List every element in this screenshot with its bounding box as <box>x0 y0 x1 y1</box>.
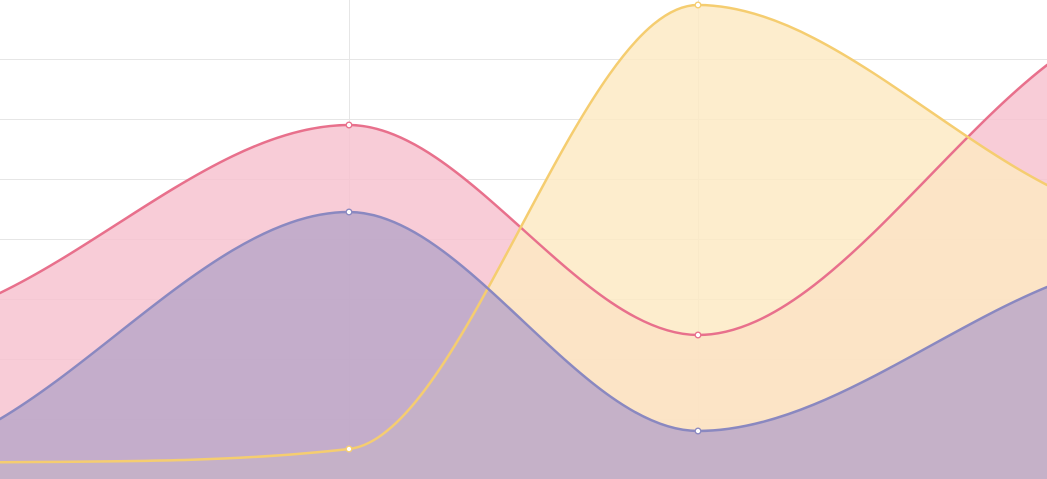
area-layer <box>0 5 1047 479</box>
series-2-point-1[interactable] <box>345 208 353 216</box>
point-layer <box>345 1 702 453</box>
series-2-point-2[interactable] <box>694 427 702 435</box>
series-0-point-1[interactable] <box>345 121 353 129</box>
series-1-line <box>0 3 1047 464</box>
line-layer <box>0 3 1047 464</box>
series-0-point-2[interactable] <box>694 331 702 339</box>
series-1-area <box>0 5 1047 479</box>
series-0-line <box>0 63 1047 337</box>
series-1-point-2[interactable] <box>694 1 702 9</box>
series-2-line <box>0 210 1047 433</box>
series-1-point-1[interactable] <box>345 445 353 453</box>
series-2-area <box>0 212 1047 479</box>
